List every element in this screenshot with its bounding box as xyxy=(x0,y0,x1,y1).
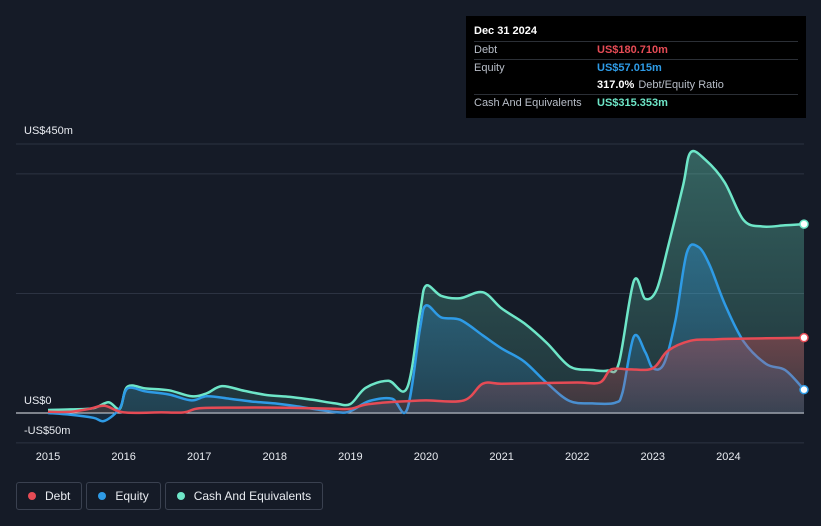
legend-label-debt: Debt xyxy=(45,489,71,503)
tooltip-equity-value: US$57.015m xyxy=(597,62,662,74)
legend-dot-equity xyxy=(98,492,107,500)
x-tick-label-2020: 2020 xyxy=(413,451,439,463)
y-tick-label-top: US$450m xyxy=(24,125,73,137)
line-equity xyxy=(47,243,805,423)
tooltip-equity-label: Equity xyxy=(474,62,505,74)
tooltip-row-ratio: 317.0% Debt/Equity Ratio xyxy=(474,77,798,94)
legend-item-equity[interactable]: Equity xyxy=(86,482,161,510)
x-tick-label-2023: 2023 xyxy=(640,451,666,463)
endpoint-equity xyxy=(799,384,809,395)
tooltip-row-debt: Debt US$180.710m xyxy=(474,41,798,59)
y-tick-label-bottom: -US$50m xyxy=(24,425,71,437)
chart-legend: Debt Equity Cash And Equivalents xyxy=(16,482,327,510)
area-equity xyxy=(48,244,804,422)
x-tick-label-2024: 2024 xyxy=(716,451,741,463)
legend-item-debt[interactable]: Debt xyxy=(16,482,83,510)
tooltip-debt-value: US$180.710m xyxy=(597,44,668,56)
line-cash xyxy=(47,149,805,412)
tooltip-row-equity: Equity US$57.015m xyxy=(474,59,798,77)
legend-label-cash: Cash And Equivalents xyxy=(193,489,312,503)
tooltip-cash-label: Cash And Equivalents xyxy=(474,97,582,109)
x-tick-label-2017: 2017 xyxy=(186,451,212,463)
tooltip-ratio-label: Debt/Equity Ratio xyxy=(638,79,724,91)
tooltip-date: Dec 31 2024 xyxy=(474,25,537,37)
x-tick-label-2019: 2019 xyxy=(338,451,363,463)
x-tick-label-2018: 2018 xyxy=(262,451,288,463)
line-debt xyxy=(47,336,805,415)
tooltip-cash-value: US$315.353m xyxy=(597,97,668,109)
tooltip-row-cash: Cash And Equivalents US$315.353m xyxy=(474,94,798,112)
tooltip-ratio-value: 317.0% xyxy=(597,79,635,91)
endpoint-debt xyxy=(799,332,809,343)
legend-label-equity: Equity xyxy=(115,489,149,503)
endpoint-cash xyxy=(799,219,809,229)
x-tick-label-2021: 2021 xyxy=(489,451,514,463)
x-tick-label-2022: 2022 xyxy=(564,451,590,463)
legend-dot-debt xyxy=(28,492,36,500)
x-tick-label-2015: 2015 xyxy=(35,451,61,463)
legend-item-cash[interactable]: Cash And Equivalents xyxy=(164,482,324,510)
legend-dot-cash xyxy=(176,492,185,500)
y-tick-label-zero: US$0 xyxy=(24,395,52,407)
tooltip-ratio-spacer xyxy=(474,77,597,94)
tooltip-panel: Dec 31 2024 Debt US$180.710m Equity US$5… xyxy=(466,16,806,118)
x-tick-label-2016: 2016 xyxy=(111,451,136,463)
tooltip-debt-label: Debt xyxy=(474,44,498,56)
area-debt xyxy=(48,337,804,413)
